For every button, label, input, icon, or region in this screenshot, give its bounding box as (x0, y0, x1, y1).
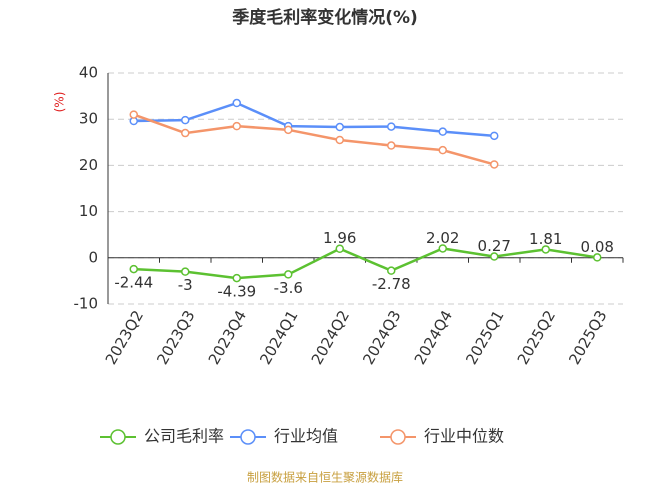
point (438, 127, 447, 136)
data-label: -4.39 (217, 283, 256, 301)
point (284, 270, 293, 279)
point (335, 135, 344, 145)
data-label: -3 (178, 276, 193, 294)
x-tick-label: 2025Q1 (462, 307, 507, 368)
x-tick-label: 2025Q3 (565, 307, 610, 368)
x-tick-label: 2024Q3 (359, 307, 404, 368)
x-tick-label: 2023Q3 (153, 307, 198, 368)
legend-marker (390, 429, 406, 445)
point (387, 266, 396, 275)
point (490, 131, 499, 141)
point (232, 98, 241, 108)
point (284, 125, 293, 135)
series-line (133, 247, 598, 280)
point (181, 128, 190, 138)
point (129, 264, 138, 274)
x-tick-label: 2024Q4 (411, 307, 456, 368)
x-tick-label: 2025Q2 (514, 307, 559, 368)
point (181, 267, 190, 276)
point (232, 121, 241, 131)
data-label: 1.81 (529, 230, 562, 248)
source-note: 制图数据来自恒生聚源数据库 (247, 470, 403, 485)
point (181, 115, 190, 125)
x-tick-label: 2024Q2 (308, 307, 353, 368)
legend-label: 行业均值 (274, 427, 338, 446)
point (335, 244, 344, 253)
series-line (133, 101, 495, 138)
point (335, 122, 344, 132)
legend-marker (110, 429, 126, 445)
data-label: -3.6 (274, 279, 303, 297)
y-axis-label: (%) (53, 92, 67, 113)
data-label: 0.08 (581, 238, 614, 256)
chart-title: 季度毛利率变化情况(%) (232, 7, 418, 28)
y-tick-label: 0 (88, 248, 98, 266)
x-tick-label: 2023Q2 (102, 307, 147, 368)
data-label: 2.02 (426, 229, 459, 247)
data-label: -2.44 (114, 274, 153, 292)
point (232, 273, 241, 283)
y-tick-label: 10 (79, 202, 98, 220)
point (490, 252, 499, 261)
point (593, 253, 602, 262)
y-tick-label: -10 (74, 295, 99, 313)
legend-label: 行业中位数 (424, 427, 504, 446)
point (438, 244, 447, 253)
point (387, 141, 396, 150)
y-tick-label: 30 (79, 110, 98, 128)
data-label: 0.27 (478, 237, 511, 255)
point (129, 110, 138, 119)
data-label: -2.78 (372, 275, 411, 293)
legend-label: 公司毛利率 (144, 427, 224, 446)
legend-marker (240, 429, 256, 445)
x-tick-label: 2024Q1 (256, 307, 301, 368)
point (387, 122, 396, 131)
point (541, 245, 550, 254)
point (438, 145, 447, 155)
x-tick-label: 2023Q4 (205, 307, 250, 368)
series-line (133, 113, 495, 166)
point (490, 160, 499, 169)
data-label: 1.96 (323, 229, 356, 247)
y-tick-label: 20 (79, 156, 98, 174)
y-tick-label: 40 (79, 64, 98, 82)
